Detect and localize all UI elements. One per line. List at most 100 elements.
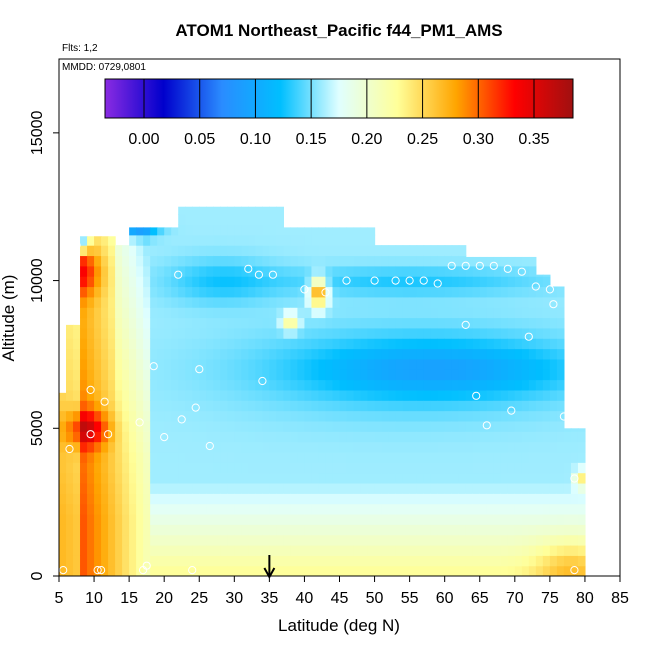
heatmap-cell — [129, 420, 137, 432]
heatmap-cell — [332, 524, 341, 536]
heatmap-cell — [234, 317, 242, 329]
heatmap-cell — [332, 493, 341, 505]
heatmap-cell — [353, 369, 362, 381]
heatmap-cell — [290, 420, 299, 432]
heatmap-cell — [465, 472, 474, 484]
heatmap-cell — [521, 441, 530, 453]
x-tick-label: 25 — [190, 590, 208, 607]
heatmap-cell — [339, 472, 348, 484]
heatmap-cell — [535, 555, 544, 567]
heatmap-cell — [542, 420, 551, 432]
heatmap-cell — [521, 276, 530, 288]
heatmap-cell — [234, 369, 242, 381]
heatmap-cell — [108, 555, 116, 567]
heatmap-cell — [528, 534, 537, 546]
heatmap-cell — [486, 441, 495, 453]
sample-point — [205, 441, 214, 451]
heatmap-cell — [115, 503, 123, 515]
heatmap-cell — [486, 317, 495, 329]
heatmap-cell — [157, 307, 165, 319]
heatmap-cell — [178, 482, 186, 494]
heatmap-cell — [143, 265, 151, 277]
heatmap-cell — [283, 317, 292, 329]
heatmap-cell — [430, 513, 439, 525]
heatmap-cell — [325, 462, 334, 474]
heatmap-cell — [192, 214, 200, 226]
heatmap-cell — [241, 410, 249, 422]
heatmap-cell — [395, 441, 404, 453]
heatmap-cell — [353, 462, 362, 474]
heatmap-cell — [157, 245, 165, 257]
heatmap-cell — [213, 358, 221, 370]
heatmap-cell — [192, 369, 200, 381]
heatmap-cell — [493, 534, 502, 546]
heatmap-cell — [262, 513, 270, 525]
heatmap-cell — [472, 441, 481, 453]
heatmap-cell — [479, 472, 488, 484]
heatmap-cell — [297, 348, 306, 360]
heatmap-cell — [430, 327, 439, 339]
heatmap-cell — [213, 224, 221, 236]
heatmap-cell — [430, 472, 439, 484]
heatmap-cell — [437, 338, 446, 350]
heatmap-cell — [136, 255, 144, 267]
heatmap-cell — [353, 358, 362, 370]
sample-point — [100, 397, 109, 406]
heatmap-cell — [143, 493, 151, 505]
heatmap-cell — [549, 400, 558, 412]
heatmap-cell — [199, 410, 207, 422]
heatmap-cell — [311, 400, 320, 412]
heatmap-cell — [507, 462, 516, 474]
heatmap-cell — [556, 534, 565, 546]
heatmap-cell — [528, 369, 537, 381]
heatmap-cell — [304, 410, 313, 422]
x-axis: 5 10 15 20 25 30 35 40 45 50 55 60 65 70 75 80 85 — [55, 575, 629, 607]
heatmap-cell — [87, 451, 95, 463]
heatmap-cell — [570, 493, 579, 505]
heatmap-cell — [248, 296, 256, 308]
heatmap-cell — [80, 348, 88, 360]
heatmap-cell — [66, 524, 74, 536]
heatmap-cell — [143, 534, 151, 546]
heatmap-cell — [178, 431, 186, 443]
heatmap-cell — [87, 462, 95, 474]
heatmap-cell — [66, 555, 74, 567]
heatmap-cell — [213, 493, 221, 505]
heatmap-cell — [297, 420, 306, 432]
heatmap-cell — [199, 214, 207, 226]
heatmap-cell — [206, 265, 214, 277]
heatmap-cell — [73, 338, 81, 350]
heatmap-cell — [227, 206, 235, 215]
heatmap-cell — [479, 338, 488, 350]
heatmap-cell — [206, 214, 214, 226]
heatmap-cell — [192, 307, 200, 319]
heatmap-cell — [360, 358, 369, 370]
heatmap-cell — [164, 513, 172, 525]
heatmap-cell — [248, 379, 256, 391]
heatmap-cell — [542, 327, 551, 339]
heatmap-cell — [220, 420, 228, 432]
heatmap-cell — [416, 358, 425, 370]
heatmap-cell — [108, 441, 116, 453]
heatmap-cell — [423, 379, 432, 391]
heatmap-cell — [458, 431, 467, 443]
heatmap-cell — [171, 276, 179, 288]
heatmap-cell — [409, 369, 418, 381]
heatmap-cell — [570, 565, 579, 576]
heatmap-cell — [507, 451, 516, 463]
heatmap-cell — [290, 451, 299, 463]
heatmap-cell — [493, 358, 502, 370]
heatmap-cell — [556, 338, 565, 350]
heatmap-cell — [304, 420, 313, 432]
heatmap-cell — [297, 451, 306, 463]
heatmap-cell — [269, 358, 277, 370]
heatmap-cell — [234, 555, 242, 567]
heatmap-cell — [185, 431, 193, 443]
heatmap-cell — [276, 348, 284, 360]
heatmap-cell — [199, 420, 207, 432]
x-tick-label: 30 — [225, 590, 243, 607]
heatmap-cell — [276, 245, 284, 257]
heatmap-cell — [290, 227, 299, 236]
heatmap-cell — [437, 286, 446, 298]
heatmap-cell — [73, 544, 81, 556]
